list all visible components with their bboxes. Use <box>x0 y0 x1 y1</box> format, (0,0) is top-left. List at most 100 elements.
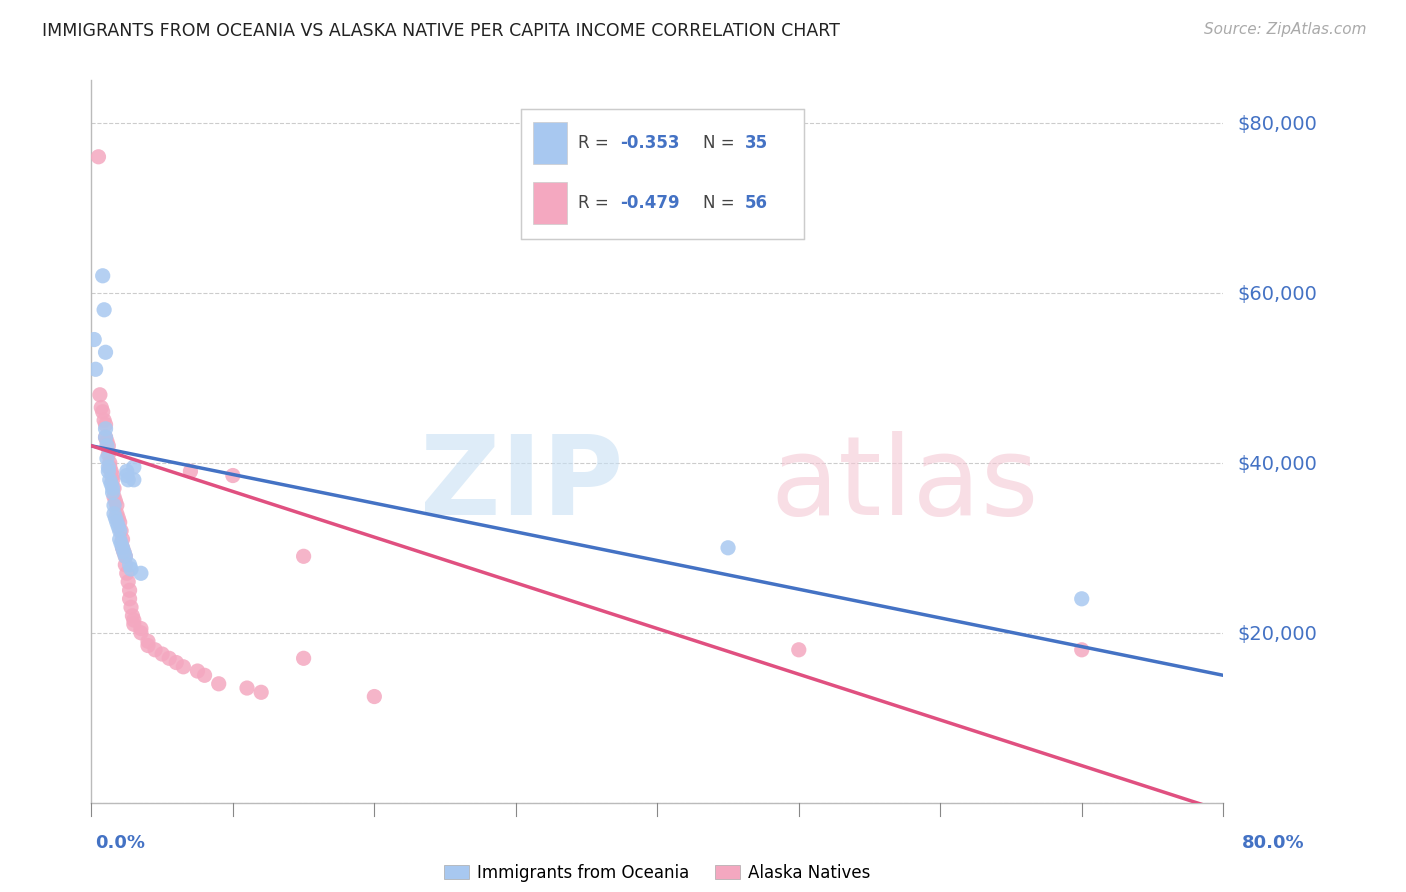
Point <box>292 549 315 564</box>
Point <box>222 468 245 483</box>
Point <box>121 608 143 623</box>
Point <box>193 668 217 682</box>
Point <box>103 481 125 495</box>
Point <box>179 464 201 478</box>
Point <box>114 558 136 572</box>
Text: Source: ZipAtlas.com: Source: ZipAtlas.com <box>1204 22 1367 37</box>
Point <box>117 473 139 487</box>
Point <box>83 333 105 347</box>
Point <box>122 617 145 632</box>
Point <box>105 507 128 521</box>
Point <box>110 524 132 538</box>
Point <box>1070 591 1092 606</box>
Point <box>150 647 173 661</box>
Text: 80.0%: 80.0% <box>1241 834 1305 852</box>
Point <box>103 498 125 512</box>
Point <box>122 460 145 475</box>
Point <box>111 541 134 555</box>
Point <box>98 473 121 487</box>
Point <box>84 362 107 376</box>
Point <box>91 268 114 283</box>
Point <box>107 519 129 533</box>
Point <box>91 405 114 419</box>
Point <box>94 430 117 444</box>
Text: atlas: atlas <box>770 432 1039 539</box>
Point <box>93 302 115 317</box>
Point <box>94 430 117 444</box>
Point <box>104 494 127 508</box>
Point <box>157 651 180 665</box>
Point <box>101 485 124 500</box>
Point <box>94 422 117 436</box>
Text: 0.0%: 0.0% <box>96 834 146 852</box>
Point <box>89 388 111 402</box>
Point <box>100 464 122 478</box>
Text: ZIP: ZIP <box>420 432 623 539</box>
Point <box>117 574 139 589</box>
Point <box>97 439 120 453</box>
Point <box>172 660 194 674</box>
Point <box>118 583 141 598</box>
Legend: Immigrants from Oceania, Alaska Natives: Immigrants from Oceania, Alaska Natives <box>437 857 877 888</box>
Point <box>115 468 138 483</box>
Point <box>87 150 110 164</box>
Point <box>112 545 135 559</box>
Point <box>717 541 740 555</box>
Point <box>136 634 159 648</box>
Point <box>114 549 136 564</box>
Point <box>103 490 125 504</box>
Point <box>118 558 141 572</box>
Point <box>143 642 166 657</box>
Point <box>96 439 118 453</box>
Point <box>97 447 120 461</box>
Point <box>363 690 385 704</box>
Point <box>120 562 142 576</box>
Point <box>94 417 117 432</box>
Point <box>110 536 132 550</box>
Point <box>787 642 810 657</box>
Point <box>98 456 121 470</box>
Point <box>97 464 120 478</box>
Point <box>120 600 142 615</box>
Point <box>122 473 145 487</box>
Point <box>96 434 118 449</box>
Point <box>115 464 138 478</box>
Point <box>104 511 127 525</box>
Point <box>98 460 121 475</box>
Point <box>100 477 122 491</box>
Point <box>107 511 129 525</box>
Point <box>108 524 131 538</box>
Point <box>105 498 128 512</box>
Point <box>136 639 159 653</box>
Point <box>101 468 124 483</box>
Point <box>101 481 124 495</box>
Text: IMMIGRANTS FROM OCEANIA VS ALASKA NATIVE PER CAPITA INCOME CORRELATION CHART: IMMIGRANTS FROM OCEANIA VS ALASKA NATIVE… <box>42 22 839 40</box>
Point <box>90 401 112 415</box>
Point <box>129 622 152 636</box>
Point <box>129 625 152 640</box>
Point <box>112 545 135 559</box>
Point <box>165 656 187 670</box>
Point <box>93 413 115 427</box>
Point <box>1070 642 1092 657</box>
Point <box>114 549 136 564</box>
Point <box>118 591 141 606</box>
Point <box>94 345 117 359</box>
Point <box>129 566 152 581</box>
Point <box>186 664 208 678</box>
Point <box>101 473 124 487</box>
Point <box>96 451 118 466</box>
Point <box>208 677 231 691</box>
Point <box>108 516 131 530</box>
Point <box>122 613 145 627</box>
Point <box>115 566 138 581</box>
Point <box>105 516 128 530</box>
Point <box>111 533 134 547</box>
Point <box>103 507 125 521</box>
Point <box>111 541 134 555</box>
Point <box>250 685 273 699</box>
Point <box>236 681 259 695</box>
Point <box>97 460 120 475</box>
Point <box>292 651 315 665</box>
Point <box>108 533 131 547</box>
